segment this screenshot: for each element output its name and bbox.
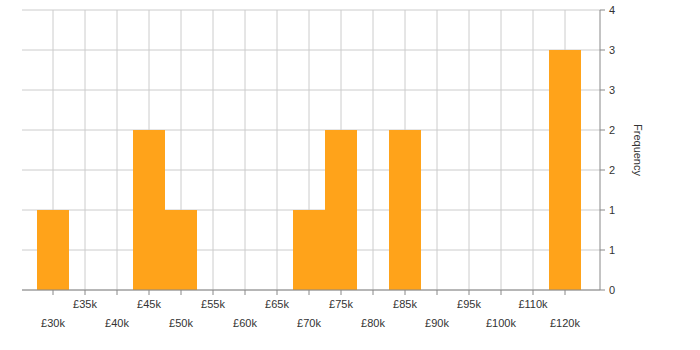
x-tick [181, 290, 182, 295]
y-tick-label: 4 [609, 4, 615, 16]
x-tick-label: £45k [137, 298, 161, 310]
x-tick-label: £75k [329, 298, 353, 310]
y-grid-line [22, 50, 600, 51]
y-grid-line [22, 10, 600, 11]
x-grid-line [437, 10, 438, 290]
x-tick-label: £40k [105, 317, 129, 329]
x-grid-line [501, 10, 502, 290]
y-grid-line [22, 130, 600, 131]
x-tick [85, 290, 86, 295]
chart-svg: 0 1 1 2 2 3 3 4 £30k £35k £40k £45k £50k £55k £60k £65k… [0, 0, 700, 350]
x-tick [437, 290, 438, 295]
y-tick [600, 130, 605, 131]
y-grid-line [22, 90, 600, 91]
x-tick-label: £110k [518, 298, 548, 310]
x-tick-label: £60k [233, 317, 257, 329]
x-tick-label: £80k [361, 317, 385, 329]
x-grid-line [469, 10, 470, 290]
x-tick-label: £90k [425, 317, 449, 329]
x-tick [533, 290, 534, 295]
y-tick-label: 3 [609, 44, 615, 56]
x-grid-line [533, 10, 534, 290]
y-axis [600, 10, 601, 290]
x-grid-line [117, 10, 118, 290]
y-tick [600, 290, 605, 291]
x-grid-line [85, 10, 86, 290]
y-tick-label: 1 [609, 204, 615, 216]
bar [133, 130, 165, 290]
x-tick-label: £100k [486, 317, 516, 329]
x-grid-line [245, 10, 246, 290]
x-tick [277, 290, 278, 295]
y-tick-label: 2 [609, 164, 615, 176]
x-tick [405, 290, 406, 295]
bar [389, 130, 421, 290]
y-tick-label: 3 [609, 84, 615, 96]
y-tick [600, 90, 605, 91]
x-tick-label: £35k [73, 298, 97, 310]
x-tick-label: £70k [297, 317, 321, 329]
y-tick [600, 50, 605, 51]
bar [325, 130, 357, 290]
y-tick-label: 0 [609, 284, 615, 296]
bars [37, 50, 581, 290]
x-tick-label: £55k [201, 298, 225, 310]
x-tick [469, 290, 470, 295]
y-grid-line [22, 170, 600, 171]
x-tick [117, 290, 118, 295]
y-tick-label: 2 [609, 124, 615, 136]
y-axis-label: Frequency [632, 124, 644, 176]
chart-root: 0 1 1 2 2 3 3 4 £30k £35k £40k £45k £50k £55k £60k £65k… [0, 0, 700, 350]
x-tick [309, 290, 310, 295]
bar [549, 50, 581, 290]
y-tick [600, 10, 605, 11]
x-tick [53, 290, 54, 295]
bar [293, 210, 325, 290]
x-tick [213, 290, 214, 295]
x-tick [373, 290, 374, 295]
x-tick-label: £85k [393, 298, 417, 310]
y-tick [600, 170, 605, 171]
bar [165, 210, 197, 290]
x-tick-label: £95k [457, 298, 481, 310]
bar [37, 210, 69, 290]
x-tick-label: £120k [550, 317, 580, 329]
x-grid-line [277, 10, 278, 290]
grid [22, 10, 600, 290]
x-axis [22, 290, 600, 291]
x-tick [341, 290, 342, 295]
x-tick-label: £50k [169, 317, 193, 329]
x-grid-line [213, 10, 214, 290]
y-tick-label: 1 [609, 244, 615, 256]
x-tick [245, 290, 246, 295]
x-tick-label: £65k [265, 298, 289, 310]
x-tick [501, 290, 502, 295]
x-tick [565, 290, 566, 295]
x-tick [149, 290, 150, 295]
y-tick [600, 250, 605, 251]
x-grid-line [373, 10, 374, 290]
y-tick [600, 210, 605, 211]
x-tick-label: £30k [41, 317, 65, 329]
y-grid-line [22, 290, 600, 291]
